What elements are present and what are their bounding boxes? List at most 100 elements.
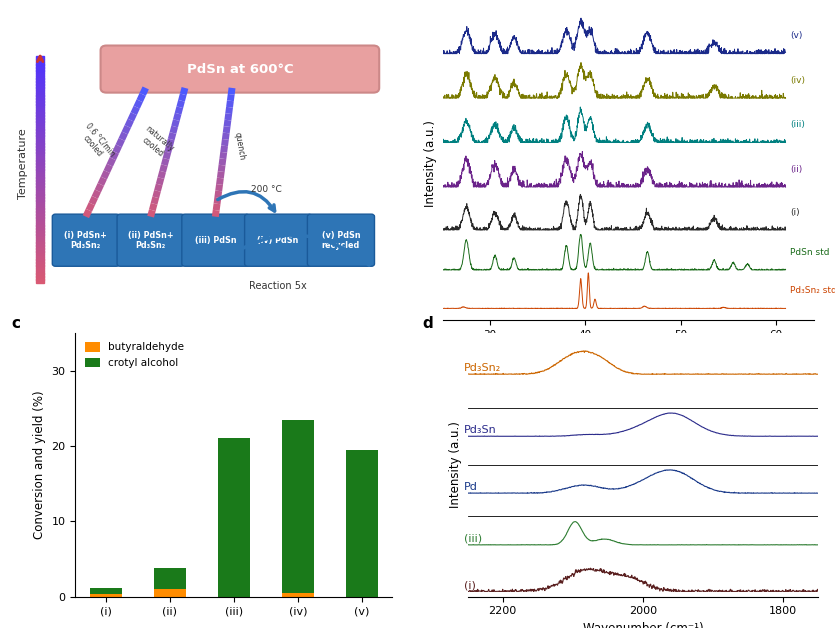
Bar <box>36 229 44 232</box>
Bar <box>36 104 44 107</box>
Bar <box>36 271 44 274</box>
Text: Pd: Pd <box>464 482 478 492</box>
Bar <box>36 263 44 266</box>
Bar <box>36 149 44 153</box>
Bar <box>346 450 378 597</box>
Bar <box>36 141 44 144</box>
Bar <box>282 420 314 593</box>
Bar <box>36 279 44 283</box>
Bar <box>36 256 44 260</box>
Bar <box>36 78 44 82</box>
Bar <box>36 186 44 190</box>
Bar <box>154 568 185 588</box>
Bar <box>89 594 122 597</box>
Bar <box>36 73 44 76</box>
Text: 0.6 °C/min
cooled: 0.6 °C/min cooled <box>76 121 117 165</box>
Bar <box>36 92 44 96</box>
Text: (iii) PdSn: (iii) PdSn <box>195 236 236 245</box>
Bar <box>36 138 44 141</box>
Bar <box>36 129 44 133</box>
Bar <box>36 175 44 178</box>
Text: (iv): (iv) <box>790 76 805 85</box>
Bar <box>36 98 44 102</box>
Bar <box>36 158 44 161</box>
Bar <box>36 163 44 167</box>
FancyBboxPatch shape <box>100 45 379 92</box>
Bar <box>36 251 44 254</box>
Text: c: c <box>12 315 21 330</box>
Bar <box>36 206 44 209</box>
Bar <box>36 192 44 195</box>
Bar <box>36 166 44 170</box>
Bar <box>36 70 44 73</box>
Text: Pd₃Sn₂ std: Pd₃Sn₂ std <box>790 286 835 295</box>
Text: (iv) PdSn: (iv) PdSn <box>257 236 299 245</box>
Bar <box>36 274 44 277</box>
Legend: butyraldehyde, crotyl alcohol: butyraldehyde, crotyl alcohol <box>80 338 189 372</box>
Y-axis label: Conversion and yield (%): Conversion and yield (%) <box>33 391 46 539</box>
Bar <box>36 203 44 206</box>
Bar <box>36 259 44 263</box>
X-axis label: 2 theta (°): 2 theta (°) <box>598 345 659 359</box>
Bar <box>36 135 44 138</box>
Bar <box>36 254 44 257</box>
Bar <box>36 121 44 124</box>
Bar <box>36 118 44 121</box>
Bar <box>36 169 44 172</box>
Text: Reaction 5x: Reaction 5x <box>250 281 307 291</box>
FancyBboxPatch shape <box>117 214 185 266</box>
FancyBboxPatch shape <box>53 214 119 266</box>
Text: Pd₃Sn₂: Pd₃Sn₂ <box>464 363 501 373</box>
Text: quench: quench <box>232 131 246 161</box>
FancyBboxPatch shape <box>307 214 375 266</box>
Bar <box>36 115 44 119</box>
Bar <box>36 239 44 243</box>
Text: (i): (i) <box>464 580 476 590</box>
Bar <box>36 242 44 246</box>
Bar <box>36 107 44 110</box>
Text: d: d <box>422 315 433 330</box>
Text: (iii): (iii) <box>790 121 805 129</box>
Bar <box>36 237 44 241</box>
Bar <box>36 56 44 59</box>
Bar <box>36 177 44 181</box>
Bar <box>36 231 44 234</box>
Bar <box>36 126 44 130</box>
Bar <box>218 438 250 597</box>
Bar <box>36 180 44 184</box>
Bar <box>36 59 44 62</box>
Bar <box>36 188 44 192</box>
Bar <box>89 588 122 594</box>
Bar <box>36 143 44 147</box>
Bar <box>36 225 44 229</box>
Bar <box>36 112 44 116</box>
Bar <box>36 195 44 198</box>
Bar <box>36 234 44 237</box>
Text: Pd₃Sn: Pd₃Sn <box>464 425 497 435</box>
Bar <box>36 197 44 200</box>
Bar <box>36 64 44 68</box>
Bar <box>36 132 44 136</box>
Bar <box>36 109 44 113</box>
Bar <box>36 90 44 93</box>
Y-axis label: Intensity (a.u.): Intensity (a.u.) <box>424 120 437 207</box>
FancyBboxPatch shape <box>182 214 249 266</box>
Bar <box>154 588 185 597</box>
Text: naturally
cooled: naturally cooled <box>136 124 175 161</box>
Text: (ii): (ii) <box>790 165 802 174</box>
Bar <box>36 214 44 218</box>
Bar <box>36 248 44 251</box>
Bar <box>36 160 44 164</box>
Bar <box>36 220 44 224</box>
Y-axis label: Intensity (a.u.): Intensity (a.u.) <box>449 421 462 508</box>
Bar <box>36 95 44 99</box>
Bar <box>36 146 44 150</box>
Bar <box>36 62 44 65</box>
Bar <box>36 171 44 175</box>
Text: (iii): (iii) <box>464 534 483 544</box>
Text: b: b <box>406 0 417 3</box>
Bar <box>36 124 44 127</box>
Text: (i): (i) <box>790 208 800 217</box>
Bar <box>36 101 44 104</box>
Bar <box>36 67 44 70</box>
